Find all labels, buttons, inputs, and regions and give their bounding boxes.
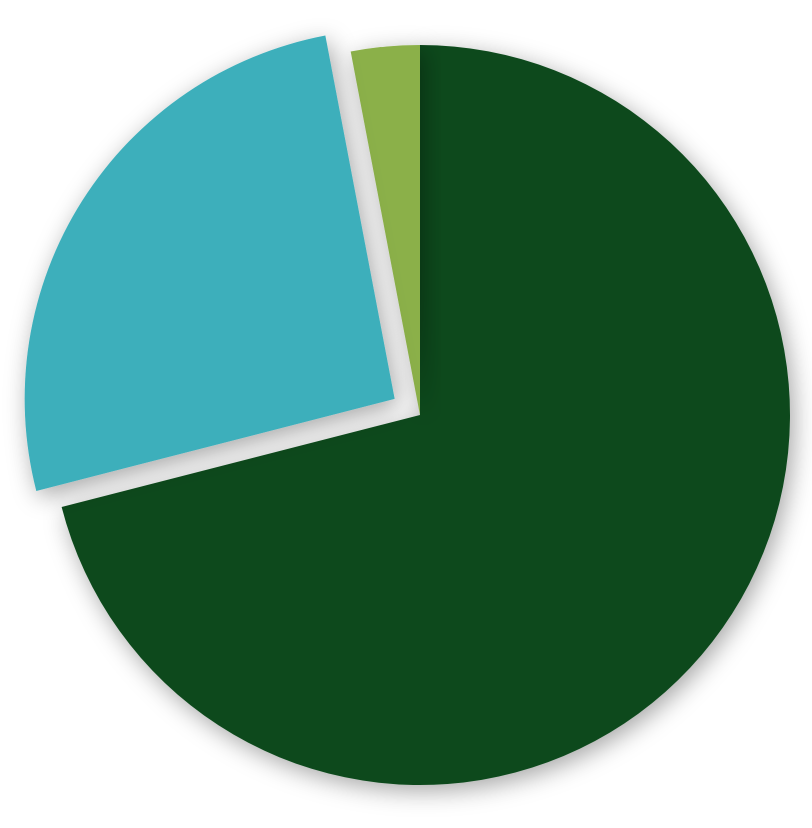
pie-slice-slice-teal bbox=[25, 35, 395, 490]
pie-chart bbox=[0, 0, 812, 828]
pie-chart-container bbox=[0, 0, 812, 828]
